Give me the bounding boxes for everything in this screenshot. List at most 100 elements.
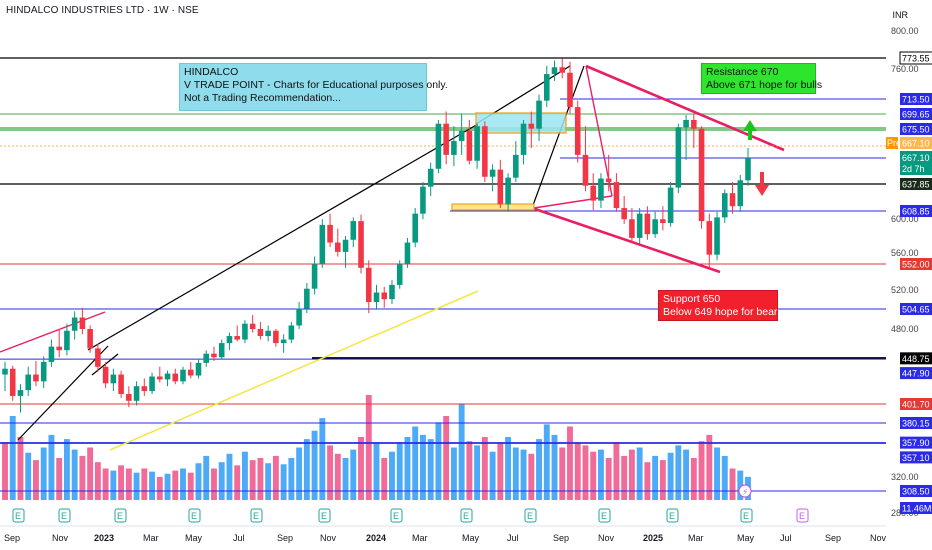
volume-bar — [574, 442, 581, 500]
candle-body — [613, 182, 620, 209]
earnings-marker-box — [598, 508, 611, 523]
price-level-tag-label: 552.00 — [902, 260, 930, 270]
candle-body — [404, 242, 411, 264]
candle-body — [95, 348, 101, 367]
candle-body — [706, 221, 713, 255]
volume-bar — [497, 442, 504, 500]
candle-body — [257, 328, 264, 337]
volume-bar — [543, 424, 550, 500]
candle-body — [358, 221, 364, 268]
volume-bar — [675, 445, 682, 500]
candle-body — [187, 369, 194, 376]
volume-bar — [412, 426, 419, 500]
candle-body — [652, 219, 658, 235]
price-level-tag — [900, 436, 932, 449]
price-level-tag — [900, 398, 932, 410]
x-tick-label: May — [185, 533, 203, 543]
candle-body — [520, 123, 527, 155]
candle-body — [234, 336, 240, 340]
volume-bar — [690, 458, 697, 500]
candle-body — [195, 362, 202, 376]
earnings-marker-box — [524, 508, 537, 523]
candle-body — [443, 123, 449, 155]
volume-bar — [590, 451, 597, 500]
volume-bar — [156, 476, 163, 500]
trend-line — [17, 345, 109, 441]
price-level-tag — [900, 123, 932, 135]
price-level-tag — [900, 108, 932, 120]
candle-body — [389, 284, 395, 300]
volume-bar — [79, 455, 86, 500]
volume-bar — [443, 416, 450, 500]
trend-line — [0, 311, 106, 353]
candle-body — [33, 374, 39, 382]
price-level-tag-label: 637.85 — [902, 180, 930, 190]
candle-body — [721, 193, 728, 218]
candle-body — [17, 390, 24, 396]
volume-bar — [48, 434, 55, 500]
volume-bar — [226, 453, 233, 500]
volume-bar — [419, 434, 426, 500]
volume-bar — [296, 447, 303, 500]
volume-bar — [9, 416, 16, 500]
candle-body — [64, 330, 70, 351]
bar-countdown-label: 2d 7h — [902, 164, 925, 174]
volume-bar — [659, 460, 666, 500]
candle-body — [381, 292, 388, 300]
volume-bar — [458, 403, 465, 500]
candle-body — [335, 242, 341, 252]
price-level-tag-label: 401.70 — [902, 400, 930, 410]
volume-bar — [280, 464, 287, 500]
volume-bar — [644, 462, 651, 500]
price-level-tag-label: 773.55 — [902, 54, 930, 64]
price-level-tag — [900, 205, 932, 217]
candle-body — [636, 213, 643, 238]
volume-bar — [474, 445, 481, 500]
candle-body — [567, 72, 573, 108]
x-tick-label: Sep — [825, 533, 841, 543]
candle-body — [365, 267, 372, 303]
price-level-tag-label: 608.85 — [902, 207, 930, 217]
price-level-tag-label: 357.10 — [902, 453, 930, 463]
earnings-marker-label: E — [15, 511, 21, 521]
earnings-marker-label: E — [799, 511, 805, 521]
candle-body — [311, 264, 318, 289]
candle-body — [644, 213, 651, 235]
candle-body — [226, 336, 233, 344]
candle-body — [675, 127, 682, 188]
volume-bar — [365, 395, 372, 500]
volume-bar — [381, 458, 388, 500]
candle-body — [590, 185, 596, 201]
candle-body — [133, 386, 140, 401]
trend-line — [531, 206, 721, 274]
candle-body — [79, 317, 86, 329]
volume-bar — [195, 463, 202, 500]
candle-body — [745, 158, 751, 181]
volume-bar — [133, 472, 140, 500]
trend-line — [91, 353, 119, 376]
price-level-tag — [900, 502, 932, 514]
candle-body — [420, 186, 426, 214]
education-note-line: HINDALCO — [184, 66, 239, 78]
candle-body — [157, 376, 163, 380]
candle-body — [141, 386, 148, 392]
price-level-tag-label: 699.65 — [902, 110, 930, 120]
candle-body — [435, 123, 442, 169]
volume-bar — [396, 442, 403, 500]
volume-bar — [63, 439, 70, 500]
price-level-tag — [900, 367, 932, 380]
candle-body — [412, 213, 418, 243]
volume-bar — [598, 449, 604, 500]
candle-body — [691, 119, 697, 129]
price-level-tag — [899, 51, 932, 65]
candle-body — [118, 374, 124, 394]
candle-body — [396, 264, 403, 285]
candle-body — [605, 178, 612, 183]
candle-body — [265, 330, 271, 337]
candle-body — [249, 323, 256, 329]
volume-bar — [404, 437, 411, 500]
candle-body — [350, 221, 357, 240]
candle-body — [551, 67, 558, 75]
x-tick-label: Mar — [412, 533, 428, 543]
candle-body — [629, 219, 635, 238]
